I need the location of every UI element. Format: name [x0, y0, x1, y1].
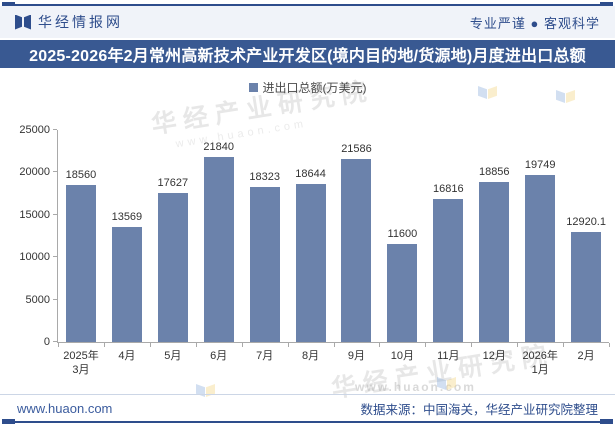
huaon-logo-icon: [15, 14, 31, 30]
bar-column: 11600 10月: [379, 130, 425, 362]
x-tick-mark: [563, 343, 565, 347]
x-tick-mark: [425, 343, 427, 347]
bar-column: 18856 12月: [471, 130, 517, 362]
bar: [525, 174, 556, 342]
brand: 华经情报网: [15, 12, 123, 32]
x-axis-label: 12月: [482, 350, 506, 362]
x-tick-mark: [333, 343, 335, 347]
bar-column: 16816 11月: [425, 130, 471, 362]
bar-column: 21840 6月: [196, 130, 242, 362]
y-tick-mark: [53, 298, 57, 300]
bar: [65, 184, 96, 342]
top-rule-left-nub: [2, 2, 15, 7]
x-tick-mark: [287, 343, 289, 347]
watermark-logo-icon: [437, 377, 456, 390]
x-tick-mark: [517, 343, 519, 347]
bar-value-label: 18560: [65, 168, 97, 181]
header-slogan: 专业严谨 ● 客观科学: [469, 15, 600, 31]
y-tick-label: 20000: [19, 166, 50, 179]
bar-value-label: 11600: [387, 227, 418, 240]
bar-column: 18323 7月: [242, 130, 288, 362]
bar-column: 21586 9月: [334, 130, 380, 362]
bar-value-label: 16816: [433, 183, 464, 196]
watermark-logo-icon: [196, 384, 215, 397]
y-tick-mark: [53, 341, 57, 342]
bar: [341, 158, 372, 342]
bar: [157, 192, 188, 342]
top-rule: [2, 4, 613, 6]
bar-column: 18644 8月: [288, 130, 334, 362]
x-axis-label: 7月: [256, 350, 274, 362]
bar-column: 19749 2026年 1月: [517, 130, 563, 376]
bar-value-label: 13569: [111, 210, 143, 223]
bar: [111, 226, 142, 342]
x-axis-label: 2025年 3月: [63, 350, 99, 376]
y-tick-mark: [53, 171, 57, 173]
x-axis-label: 10月: [390, 350, 415, 362]
y-tick-mark: [53, 213, 57, 215]
x-axis-label: 6月: [210, 350, 228, 362]
data-source-text: 数据来源：中国海关，华经产业研究院整理: [360, 402, 598, 417]
bar-value-label: 18856: [478, 166, 510, 179]
bar: [295, 183, 326, 342]
legend: 进出口总额(万美元): [0, 79, 615, 96]
bar: [433, 199, 464, 342]
bar: [249, 186, 280, 342]
bar-value-label: 17627: [157, 176, 189, 189]
bar-column: 17627 5月: [150, 130, 196, 362]
website-link[interactable]: www.huaon.com: [17, 400, 113, 416]
x-axis-label: 4月: [118, 350, 136, 362]
x-axis-label: 2026年 1月: [522, 350, 558, 376]
y-axis-labels: 0 5000 10000 15000 20000 25000: [0, 124, 50, 348]
bar-value-label: 18323: [249, 170, 280, 183]
x-tick-mark: [58, 343, 59, 347]
y-tick-label: 25000: [19, 124, 50, 136]
y-tick-mark: [53, 129, 57, 130]
x-tick-mark: [195, 343, 197, 347]
legend-swatch: [248, 83, 258, 92]
bar: [479, 182, 510, 342]
x-tick-mark: [103, 343, 105, 347]
bar-column: 12920.1 2月: [563, 130, 609, 362]
footer: www.huaon.com 数据来源：中国海关，华经产业研究院整理: [0, 397, 615, 419]
x-axis-label: 9月: [347, 350, 366, 362]
x-tick-mark: [379, 343, 381, 347]
y-tick-label: 10000: [19, 251, 50, 264]
bottom-rule-left-nub: [2, 419, 15, 424]
bar: [387, 243, 418, 342]
x-tick-mark: [149, 343, 151, 347]
x-tick-mark: [609, 343, 610, 347]
x-tick-mark: [241, 343, 243, 347]
bar-value-label: 18644: [295, 167, 326, 180]
bar-value-label: 21840: [203, 140, 235, 153]
header: 华经情报网 专业严谨 ● 客观科学: [0, 6, 615, 38]
plot-area: 18560 2025年 3月 13569 4月 17627 5月 21840 6月 18323 7…: [53, 129, 610, 376]
chart-title: 2025-2026年2月常州高新技术产业开发区(境内目的地/货源地)月度进出口总…: [0, 40, 615, 68]
bottom-rule-right-nub: [600, 419, 613, 424]
bottom-rule: [2, 421, 613, 423]
top-rule-right-nub: [600, 2, 613, 7]
brand-name: 华经情报网: [38, 14, 123, 30]
y-tick-mark: [53, 256, 57, 258]
bar-column: 13569 4月: [104, 130, 150, 362]
bar: [203, 156, 234, 342]
legend-label: 进出口总额(万美元): [262, 81, 367, 95]
bar-value-label: 12920.1: [566, 216, 606, 229]
y-tick-label: 15000: [19, 208, 50, 221]
y-tick-label: 5000: [25, 293, 50, 306]
x-tick-mark: [471, 343, 473, 347]
bar: [571, 232, 602, 342]
bar-value-label: 21586: [341, 142, 372, 155]
footer-separator: [0, 394, 615, 395]
bars-container: 18560 2025年 3月 13569 4月 17627 5月 21840 6月 18323 7…: [58, 130, 609, 376]
x-axis-label: 11月: [437, 350, 460, 362]
x-axis-label: 5月: [164, 350, 182, 362]
bar-column: 18560 2025年 3月: [58, 130, 104, 376]
x-axis-label: 2月: [577, 350, 595, 362]
watermark-url: www.huaon.com: [355, 380, 476, 394]
bar-value-label: 19749: [524, 158, 556, 171]
y-tick-label: 0: [43, 336, 50, 348]
x-axis-label: 8月: [302, 350, 320, 362]
